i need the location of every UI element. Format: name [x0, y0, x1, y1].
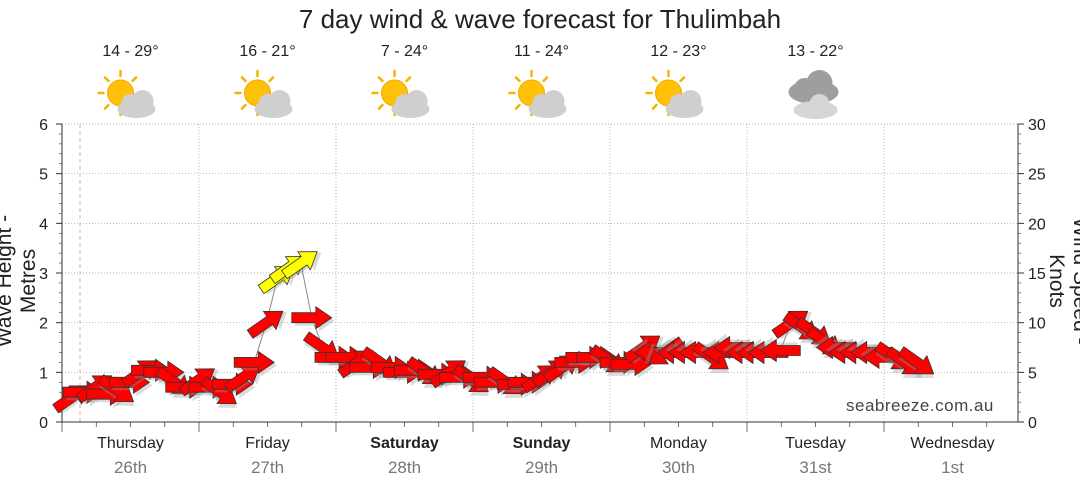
wind-arrow-head: [759, 338, 801, 363]
wind-arrows: [52, 251, 935, 414]
wind-arrow-head: [246, 310, 284, 339]
cloud-part: [809, 94, 830, 114]
cloud-part: [794, 78, 815, 98]
sun-ray: [651, 76, 658, 83]
y-tick-label: 4: [39, 216, 48, 233]
sun-ray: [405, 76, 412, 83]
sun-cloud-icon: [645, 69, 704, 118]
sun-cloud-icon: [371, 69, 430, 118]
sun-ray: [240, 103, 247, 110]
sun-ray: [377, 76, 384, 83]
y-tick-label: 3: [39, 266, 48, 283]
y2-tick-label: 10: [1028, 316, 1046, 333]
day-label: Monday: [650, 435, 707, 452]
sun-ray: [131, 76, 138, 83]
date-label: 26th: [113, 458, 148, 477]
sun-ray: [240, 76, 247, 83]
y-tick-label: 5: [39, 167, 48, 184]
day-label: Wednesday: [910, 435, 995, 452]
day-label: Sunday: [512, 435, 571, 452]
cloud-icon: [788, 70, 839, 119]
wind-arrow-head: [291, 305, 333, 330]
sun-ray: [542, 76, 549, 83]
date-label: 1st: [941, 458, 964, 477]
day-label: Friday: [245, 435, 290, 452]
sun-ray: [377, 103, 384, 110]
y2-tick-label: 20: [1028, 216, 1046, 233]
day-label: Thursday: [97, 435, 164, 452]
day-label: Saturday: [370, 435, 439, 452]
sun-cloud-icon: [508, 69, 567, 118]
y2-tick-label: 0: [1028, 415, 1037, 432]
date-label: 28th: [387, 458, 422, 477]
wind-arrow: [280, 251, 322, 280]
y-tick-label: 0: [39, 415, 48, 432]
date-label: 27th: [250, 458, 285, 477]
cloud-shape: [528, 90, 567, 118]
sun-ray: [103, 76, 110, 83]
cloud-shape: [391, 90, 430, 118]
wind-arrow: [233, 350, 278, 377]
y-axis-title: Wave Height - Metres: [0, 215, 40, 348]
sun-ray: [514, 76, 521, 83]
sun-cloud-icon: [234, 69, 293, 118]
cloud-shape: [254, 90, 293, 118]
chart-title: 7 day wind & wave forecast for Thulimbah: [298, 4, 782, 34]
temperature-range: 7 - 24°: [380, 43, 429, 60]
wind-arrow-head: [223, 365, 261, 394]
y2-axis-title: Wind Speed - Knots: [1045, 217, 1080, 344]
y-tick-label: 2: [39, 316, 48, 333]
cloud-shape: [117, 90, 156, 118]
y-tick-label: 1: [39, 365, 48, 382]
temperature-range: 13 - 22°: [787, 43, 844, 60]
y-tick-label: 6: [39, 117, 48, 134]
date-label: 30th: [661, 458, 696, 477]
cloud-part: [542, 90, 565, 112]
y2-tick-label: 30: [1028, 117, 1046, 134]
wind-arrow: [223, 365, 264, 394]
cloud-part: [405, 90, 428, 112]
cloud-part: [679, 90, 702, 112]
cloud-part: [268, 90, 291, 112]
temperature-range: 14 - 29°: [102, 43, 159, 60]
sun-ray: [651, 103, 658, 110]
wind-arrow-head: [897, 346, 935, 375]
cloud-shape: [665, 90, 704, 118]
weather-icons: [97, 69, 839, 119]
temperature-range: 11 - 24°: [513, 43, 570, 60]
sun-ray: [268, 76, 275, 83]
watermark: seabreeze.com.au: [846, 396, 994, 415]
cloud-shape: [788, 70, 839, 119]
y2-tick-label: 5: [1028, 365, 1037, 382]
y2-tick-label: 25: [1028, 167, 1046, 184]
temperature-range: 12 - 23°: [650, 43, 707, 60]
wind-arrow-head: [233, 350, 275, 375]
temperature-range: 16 - 21°: [239, 43, 296, 60]
day-label: Tuesday: [785, 435, 846, 452]
sun-ray: [679, 76, 686, 83]
wind-arrow: [897, 346, 935, 379]
wind-arrow: [757, 336, 801, 363]
sun-ray: [514, 103, 521, 110]
sun-cloud-icon: [97, 69, 156, 118]
wind-arrow-head: [280, 251, 318, 280]
axes: 0 1 2 3 4 5 6 0 5 10 15 20 25 30: [39, 117, 1046, 432]
wind-arrow: [291, 305, 335, 332]
date-label: 31st: [799, 458, 832, 477]
wind-arrow: [246, 310, 288, 340]
sun-ray: [103, 103, 110, 110]
y2-tick-label: 15: [1028, 266, 1046, 283]
date-label: 29th: [524, 458, 559, 477]
cloud-part: [131, 90, 154, 112]
